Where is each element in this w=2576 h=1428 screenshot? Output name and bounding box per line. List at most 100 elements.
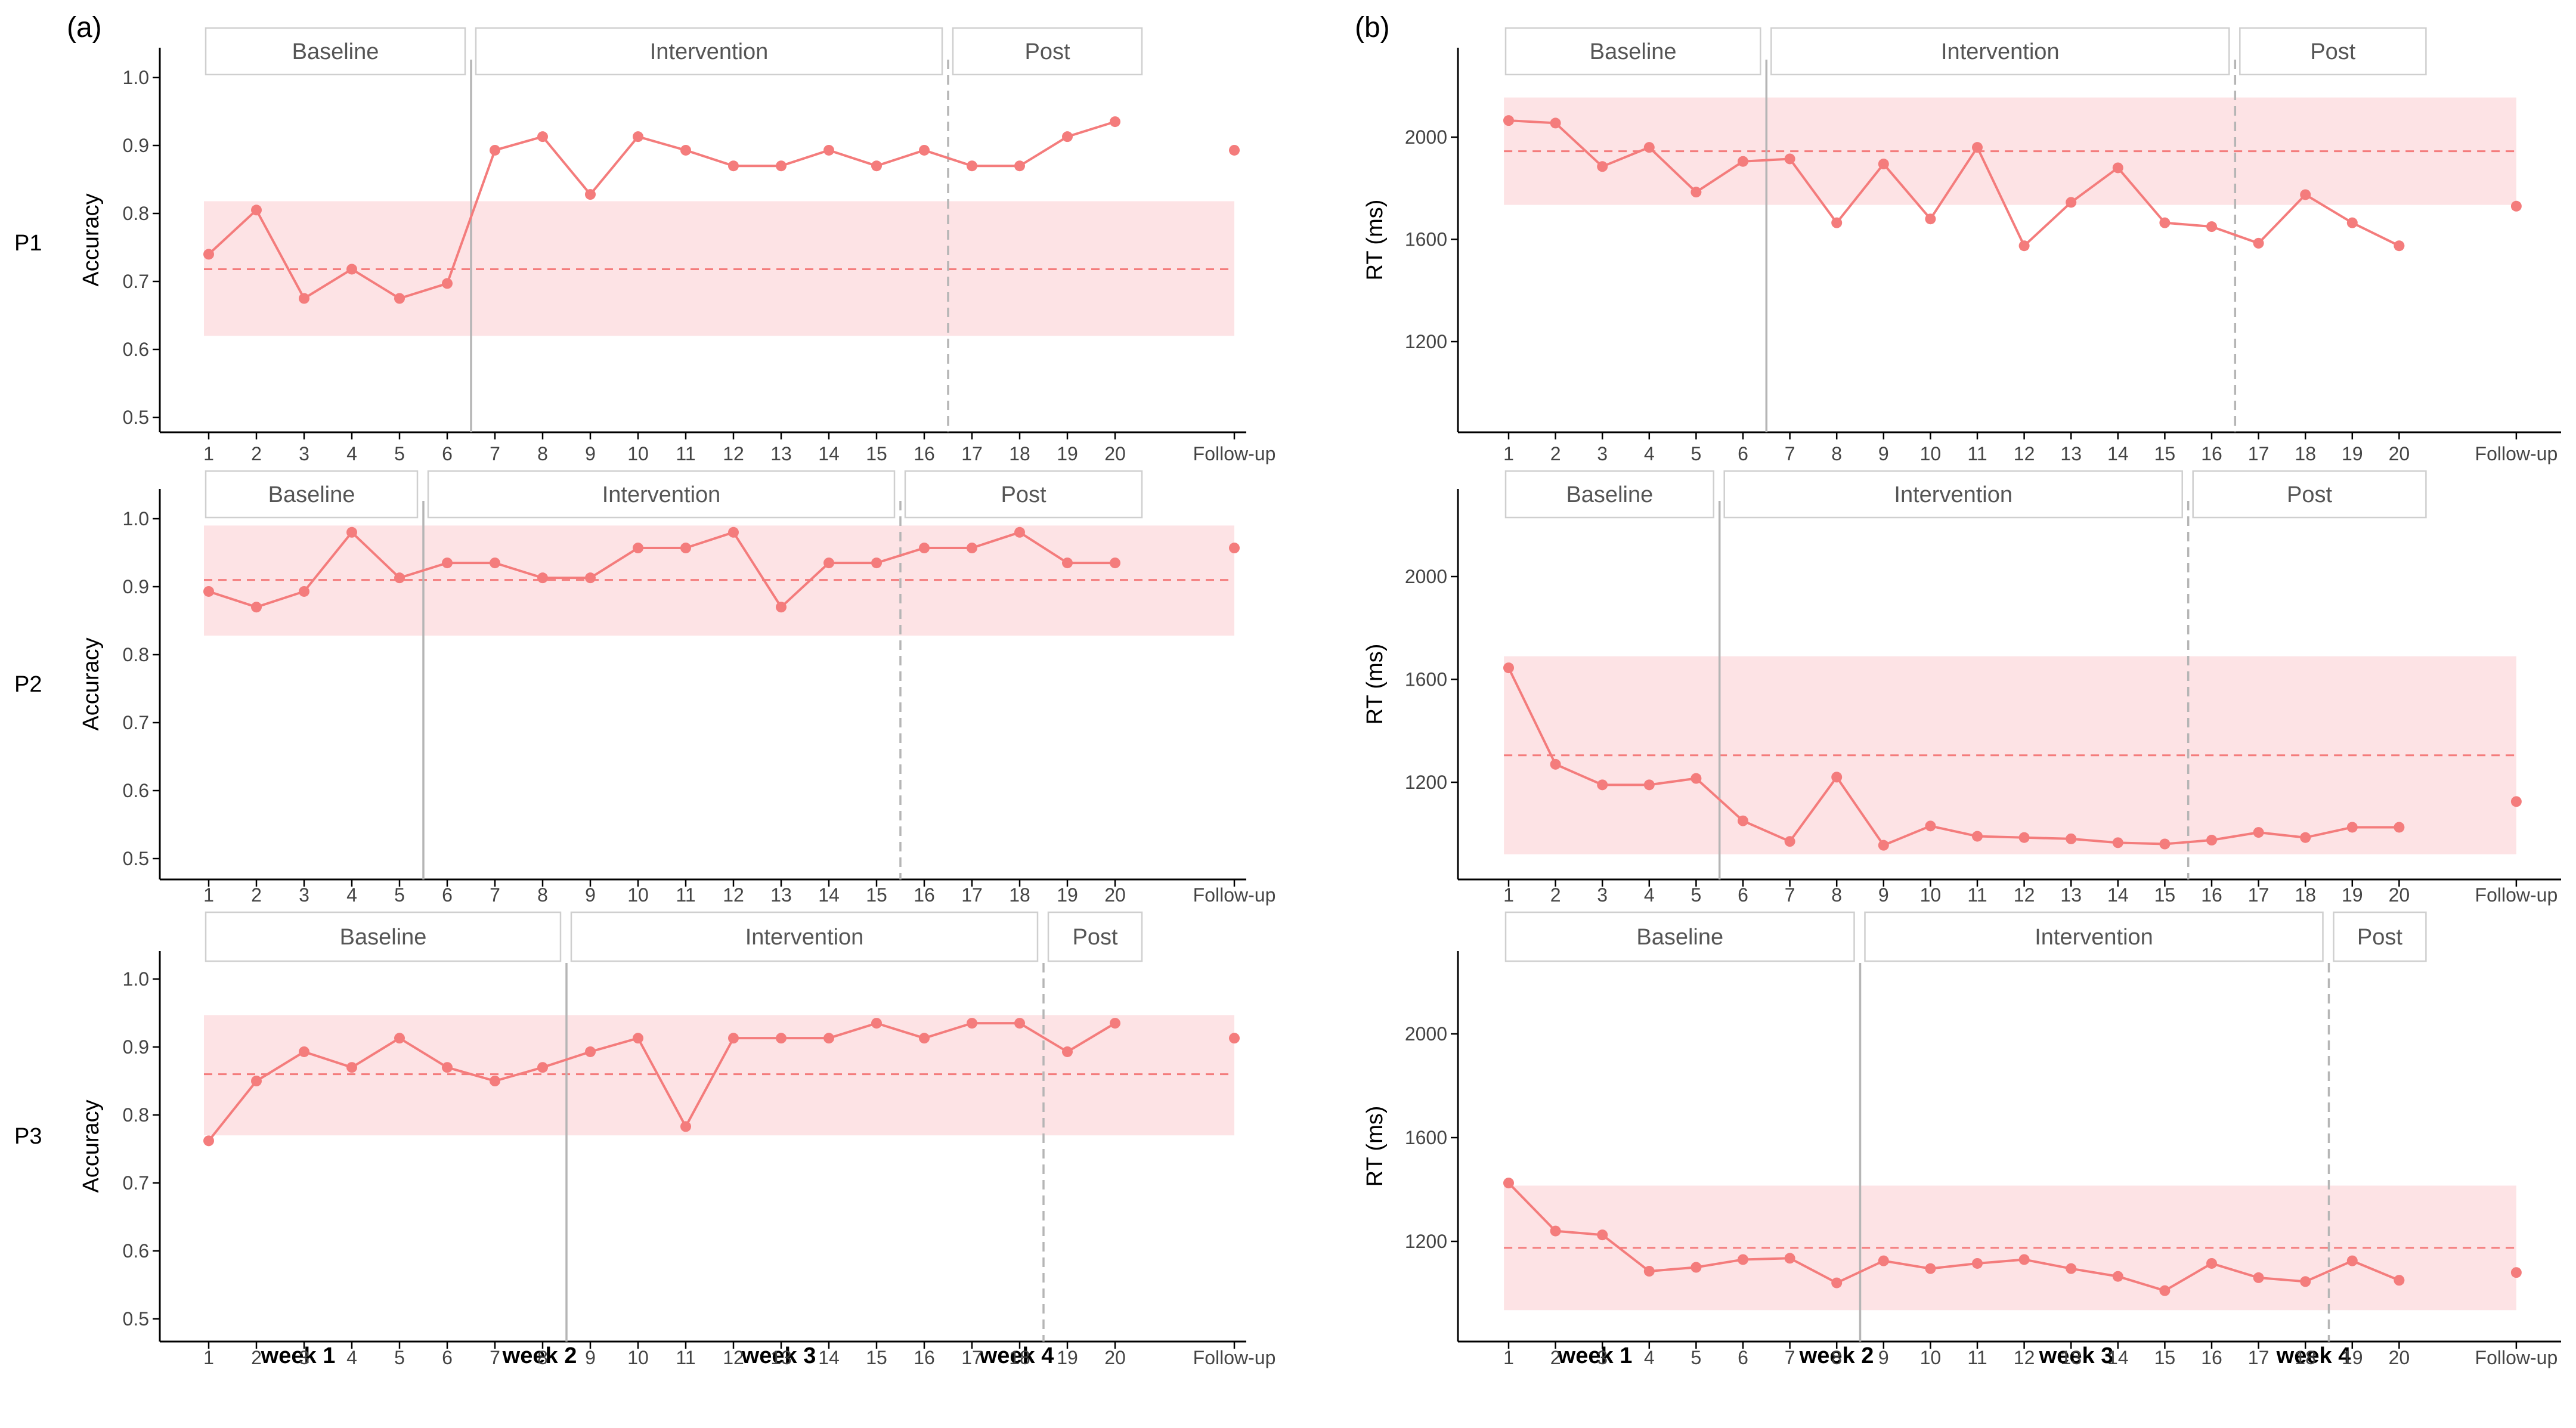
y-tick-label: 0.7: [123, 271, 149, 292]
x-tick-label: 12: [723, 884, 744, 906]
data-point: [490, 557, 500, 569]
data-point: [1110, 116, 1120, 128]
followup-point: [2510, 1267, 2522, 1278]
phase-box-baseline: [1504, 470, 1714, 519]
data-point: [1062, 1046, 1073, 1057]
data-point: [2300, 189, 2311, 200]
x-tick-label: 5: [1691, 1347, 1702, 1368]
phase-label-post: Post: [1072, 925, 1117, 950]
phase-box-intervention: [475, 27, 943, 76]
data-point: [871, 557, 882, 569]
x-tick-label: 4: [346, 1347, 357, 1368]
data-point: [442, 1062, 453, 1073]
y-axis-title: Accuracy: [79, 1099, 104, 1192]
followup-point: [1229, 543, 1240, 554]
y-tick-label: 0.5: [123, 1308, 149, 1330]
data-point: [633, 543, 643, 554]
phase-box-baseline: [205, 911, 562, 962]
data-point: [2066, 197, 2077, 208]
y-tick-label: 0.9: [123, 1036, 149, 1058]
data-point: [2159, 1285, 2171, 1296]
x-tick-label: 2: [251, 884, 262, 906]
phase-box-baseline: [205, 27, 466, 76]
data-point: [2300, 1276, 2311, 1287]
x-tick-label: 8: [537, 884, 548, 906]
data-point: [537, 572, 548, 584]
x-tick-label: 2: [1550, 1347, 1561, 1368]
data-point: [2346, 1255, 2358, 1266]
x-tick-label: 8: [537, 443, 548, 464]
y-tick-label: 0.9: [123, 576, 149, 597]
week-label-a-4: week 4: [979, 1343, 1054, 1368]
data-point: [1597, 161, 1608, 172]
x-tick-label: 11: [1967, 1347, 1987, 1368]
x-tick-label: 6: [442, 443, 453, 464]
y-tick-label: 2000: [1405, 566, 1447, 587]
data-point: [1550, 758, 1561, 770]
x-tick-label: 7: [1785, 1347, 1795, 1368]
x-tick-label: 6: [442, 1347, 453, 1368]
data-point: [585, 1046, 596, 1057]
phase-box-post: [952, 27, 1143, 76]
data-point: [1014, 526, 1025, 538]
x-tick-label: 13: [770, 443, 792, 464]
x-tick-label: 15: [866, 1347, 887, 1368]
y-axis-title: RT (ms): [1363, 644, 1388, 725]
x-tick-label: 2: [1550, 884, 1561, 906]
data-point: [1878, 840, 1889, 851]
x-tick-label: 8: [1831, 1347, 1842, 1368]
data-point: [680, 144, 691, 156]
data-point: [1972, 1257, 1983, 1269]
x-tick-label: 17: [2248, 443, 2270, 464]
data-point: [2346, 217, 2358, 228]
x-tick-label: 20: [1104, 1347, 1126, 1368]
x-tick-label: 19: [1057, 884, 1078, 906]
y-axis-title: RT (ms): [1363, 200, 1388, 281]
data-point: [1062, 557, 1073, 569]
x-tick-label: 16: [2201, 884, 2222, 906]
week-label-a-1: week 1: [261, 1343, 336, 1368]
phase-box-post: [2333, 911, 2427, 962]
data-point: [2206, 1257, 2217, 1269]
x-tick-label: Follow-up: [1193, 884, 1276, 906]
data-point: [2394, 1275, 2405, 1286]
data-point: [633, 1033, 643, 1044]
data-point: [967, 1018, 977, 1029]
series-line: [208, 1022, 1116, 1142]
y-tick-label: 0.8: [123, 203, 149, 224]
phase-box-post: [1047, 911, 1143, 962]
x-tick-label: 17: [961, 1347, 983, 1368]
data-point: [490, 144, 500, 156]
phase-label-intervention: Intervention: [1894, 482, 2012, 507]
data-point: [1738, 1254, 1748, 1265]
data-point: [442, 557, 453, 569]
data-point: [346, 1062, 357, 1073]
x-tick-label: 1: [1503, 884, 1514, 906]
data-point: [967, 160, 977, 172]
data-point: [871, 160, 882, 172]
data-point: [823, 557, 834, 569]
x-tick-label: 18: [1009, 443, 1030, 464]
x-tick-label: 15: [2154, 1347, 2176, 1368]
x-tick-label: 2: [251, 443, 262, 464]
x-tick-label: 19: [1057, 1347, 1078, 1368]
x-tick-label: 3: [1597, 884, 1608, 906]
x-tick-label: Follow-up: [2475, 1347, 2558, 1368]
y-tick-label: 1200: [1405, 331, 1447, 352]
x-tick-label: 13: [2060, 884, 2082, 906]
followup-point: [1229, 1033, 1240, 1044]
data-point: [776, 1033, 787, 1044]
x-tick-label: 15: [2154, 443, 2176, 464]
data-point: [537, 1062, 548, 1073]
data-point: [1925, 1263, 1936, 1274]
data-point: [1784, 1253, 1795, 1264]
x-tick-label: 16: [2201, 443, 2222, 464]
x-tick-label: 9: [585, 1347, 596, 1368]
x-tick-label: 16: [914, 1347, 935, 1368]
panel-label-a: (a): [67, 12, 102, 44]
y-tick-label: 1200: [1405, 1231, 1447, 1252]
x-tick-label: 7: [1785, 884, 1795, 906]
followup-point: [2510, 200, 2522, 212]
